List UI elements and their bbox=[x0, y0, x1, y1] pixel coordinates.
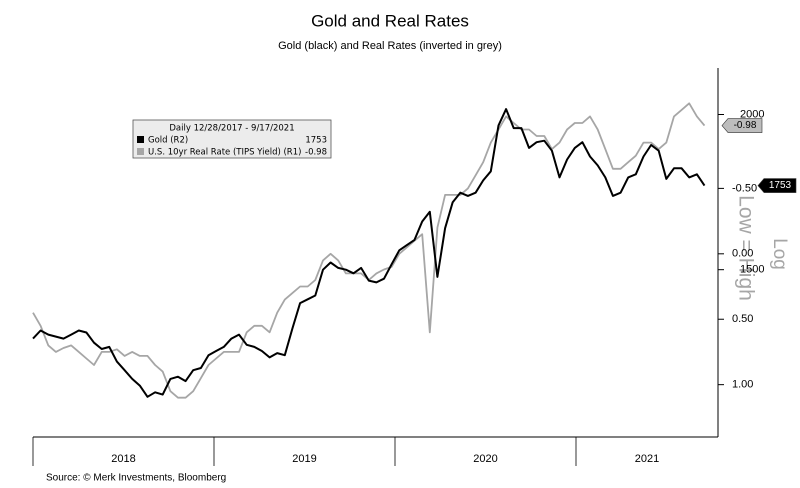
source: Source: © Merk Investments, Bloomberg bbox=[46, 473, 226, 484]
chart-subtitle: Gold (black) and Real Rates (inverted in… bbox=[278, 40, 502, 52]
x-tick-label: 2020 bbox=[473, 453, 497, 465]
legend-swatch bbox=[137, 148, 144, 155]
chart-title: Gold and Real Rates bbox=[311, 11, 469, 30]
plot-area bbox=[32, 102, 706, 399]
value-tag bbox=[721, 118, 763, 133]
y2-tick-label: 1500 bbox=[740, 264, 764, 276]
log-note: Log bbox=[769, 238, 790, 270]
legend-title: Daily 12/28/2017 - 9/17/2021 bbox=[169, 124, 294, 134]
x-tick-label: 2021 bbox=[635, 453, 659, 465]
legend: Daily 12/28/2017 - 9/17/2021 Gold (R2) 1… bbox=[132, 119, 332, 159]
y-tick-label: 1.00 bbox=[732, 379, 753, 391]
value-tag bbox=[757, 178, 797, 193]
legend-value: -0.98 bbox=[305, 148, 327, 158]
y-tick-label: 0.50 bbox=[732, 313, 753, 325]
series-line bbox=[32, 108, 706, 398]
inverted-note: Low = High bbox=[734, 195, 757, 301]
legend-label: Gold (R2) bbox=[148, 136, 188, 146]
value-tag-label: -0.98 bbox=[734, 120, 757, 131]
value-tag-label: 1753 bbox=[769, 180, 792, 191]
legend-label: U.S. 10yr Real Rate (TIPS Yield) (R1) bbox=[148, 148, 301, 158]
y-tick-label: 0.00 bbox=[732, 248, 753, 260]
x-tick-label: 2018 bbox=[111, 453, 135, 465]
x-tick-label: 2019 bbox=[292, 453, 316, 465]
y2-tick-label: 2000 bbox=[740, 108, 764, 120]
legend-box bbox=[132, 119, 332, 159]
legend-value: 1753 bbox=[305, 136, 327, 146]
legend-swatch bbox=[137, 136, 144, 143]
y-tick-label: -0.50 bbox=[732, 182, 757, 194]
